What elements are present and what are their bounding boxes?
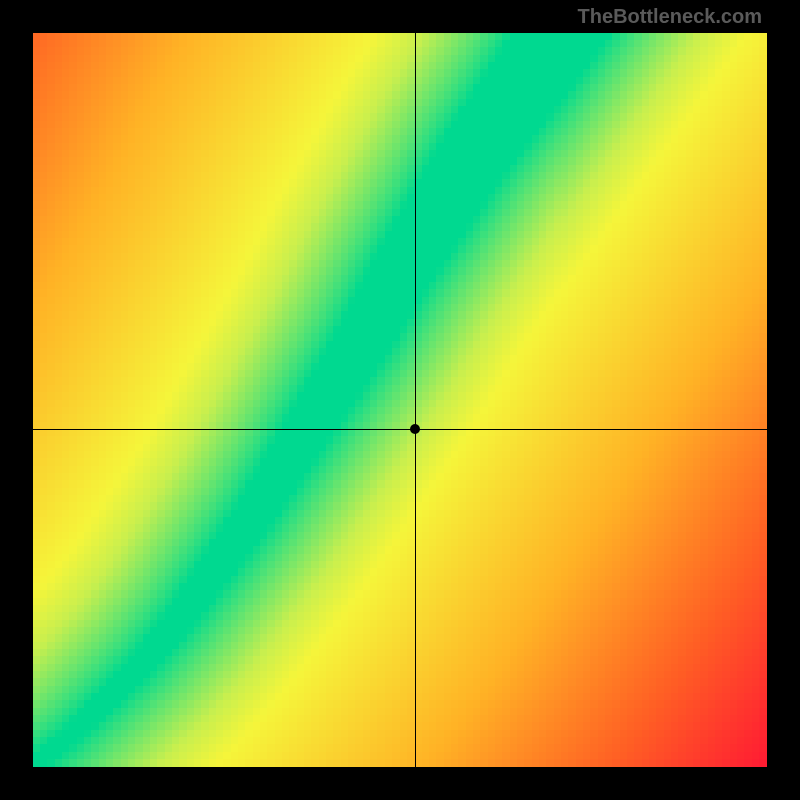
watermark-text: TheBottleneck.com xyxy=(578,6,762,29)
crosshair-horizontal xyxy=(33,429,767,430)
crosshair-vertical xyxy=(415,33,416,767)
marker-dot xyxy=(410,424,420,434)
bottleneck-heatmap xyxy=(33,33,767,767)
heatmap-canvas xyxy=(33,33,767,767)
